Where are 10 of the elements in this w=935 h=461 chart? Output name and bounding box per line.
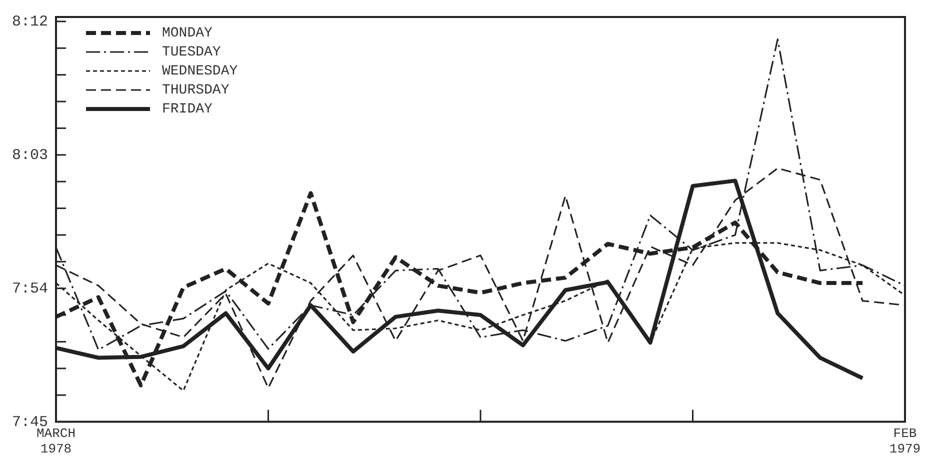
x-tick-label: MARCH 1978 — [36, 426, 76, 457]
y-tick-label: 7:54 — [12, 280, 48, 298]
x-tick-label: FEB 1979 — [889, 426, 921, 457]
legend-label: THURSDAY — [162, 82, 230, 99]
legend-label: WEDNESDAY — [162, 64, 238, 80]
legend-label: MONDAY — [162, 26, 214, 42]
y-tick-label: 8:12 — [12, 13, 48, 30]
legend-label: FRIDAY — [162, 102, 214, 118]
legend-label: TUESDAY — [162, 44, 222, 61]
y-tick-label: 8:03 — [12, 146, 48, 164]
